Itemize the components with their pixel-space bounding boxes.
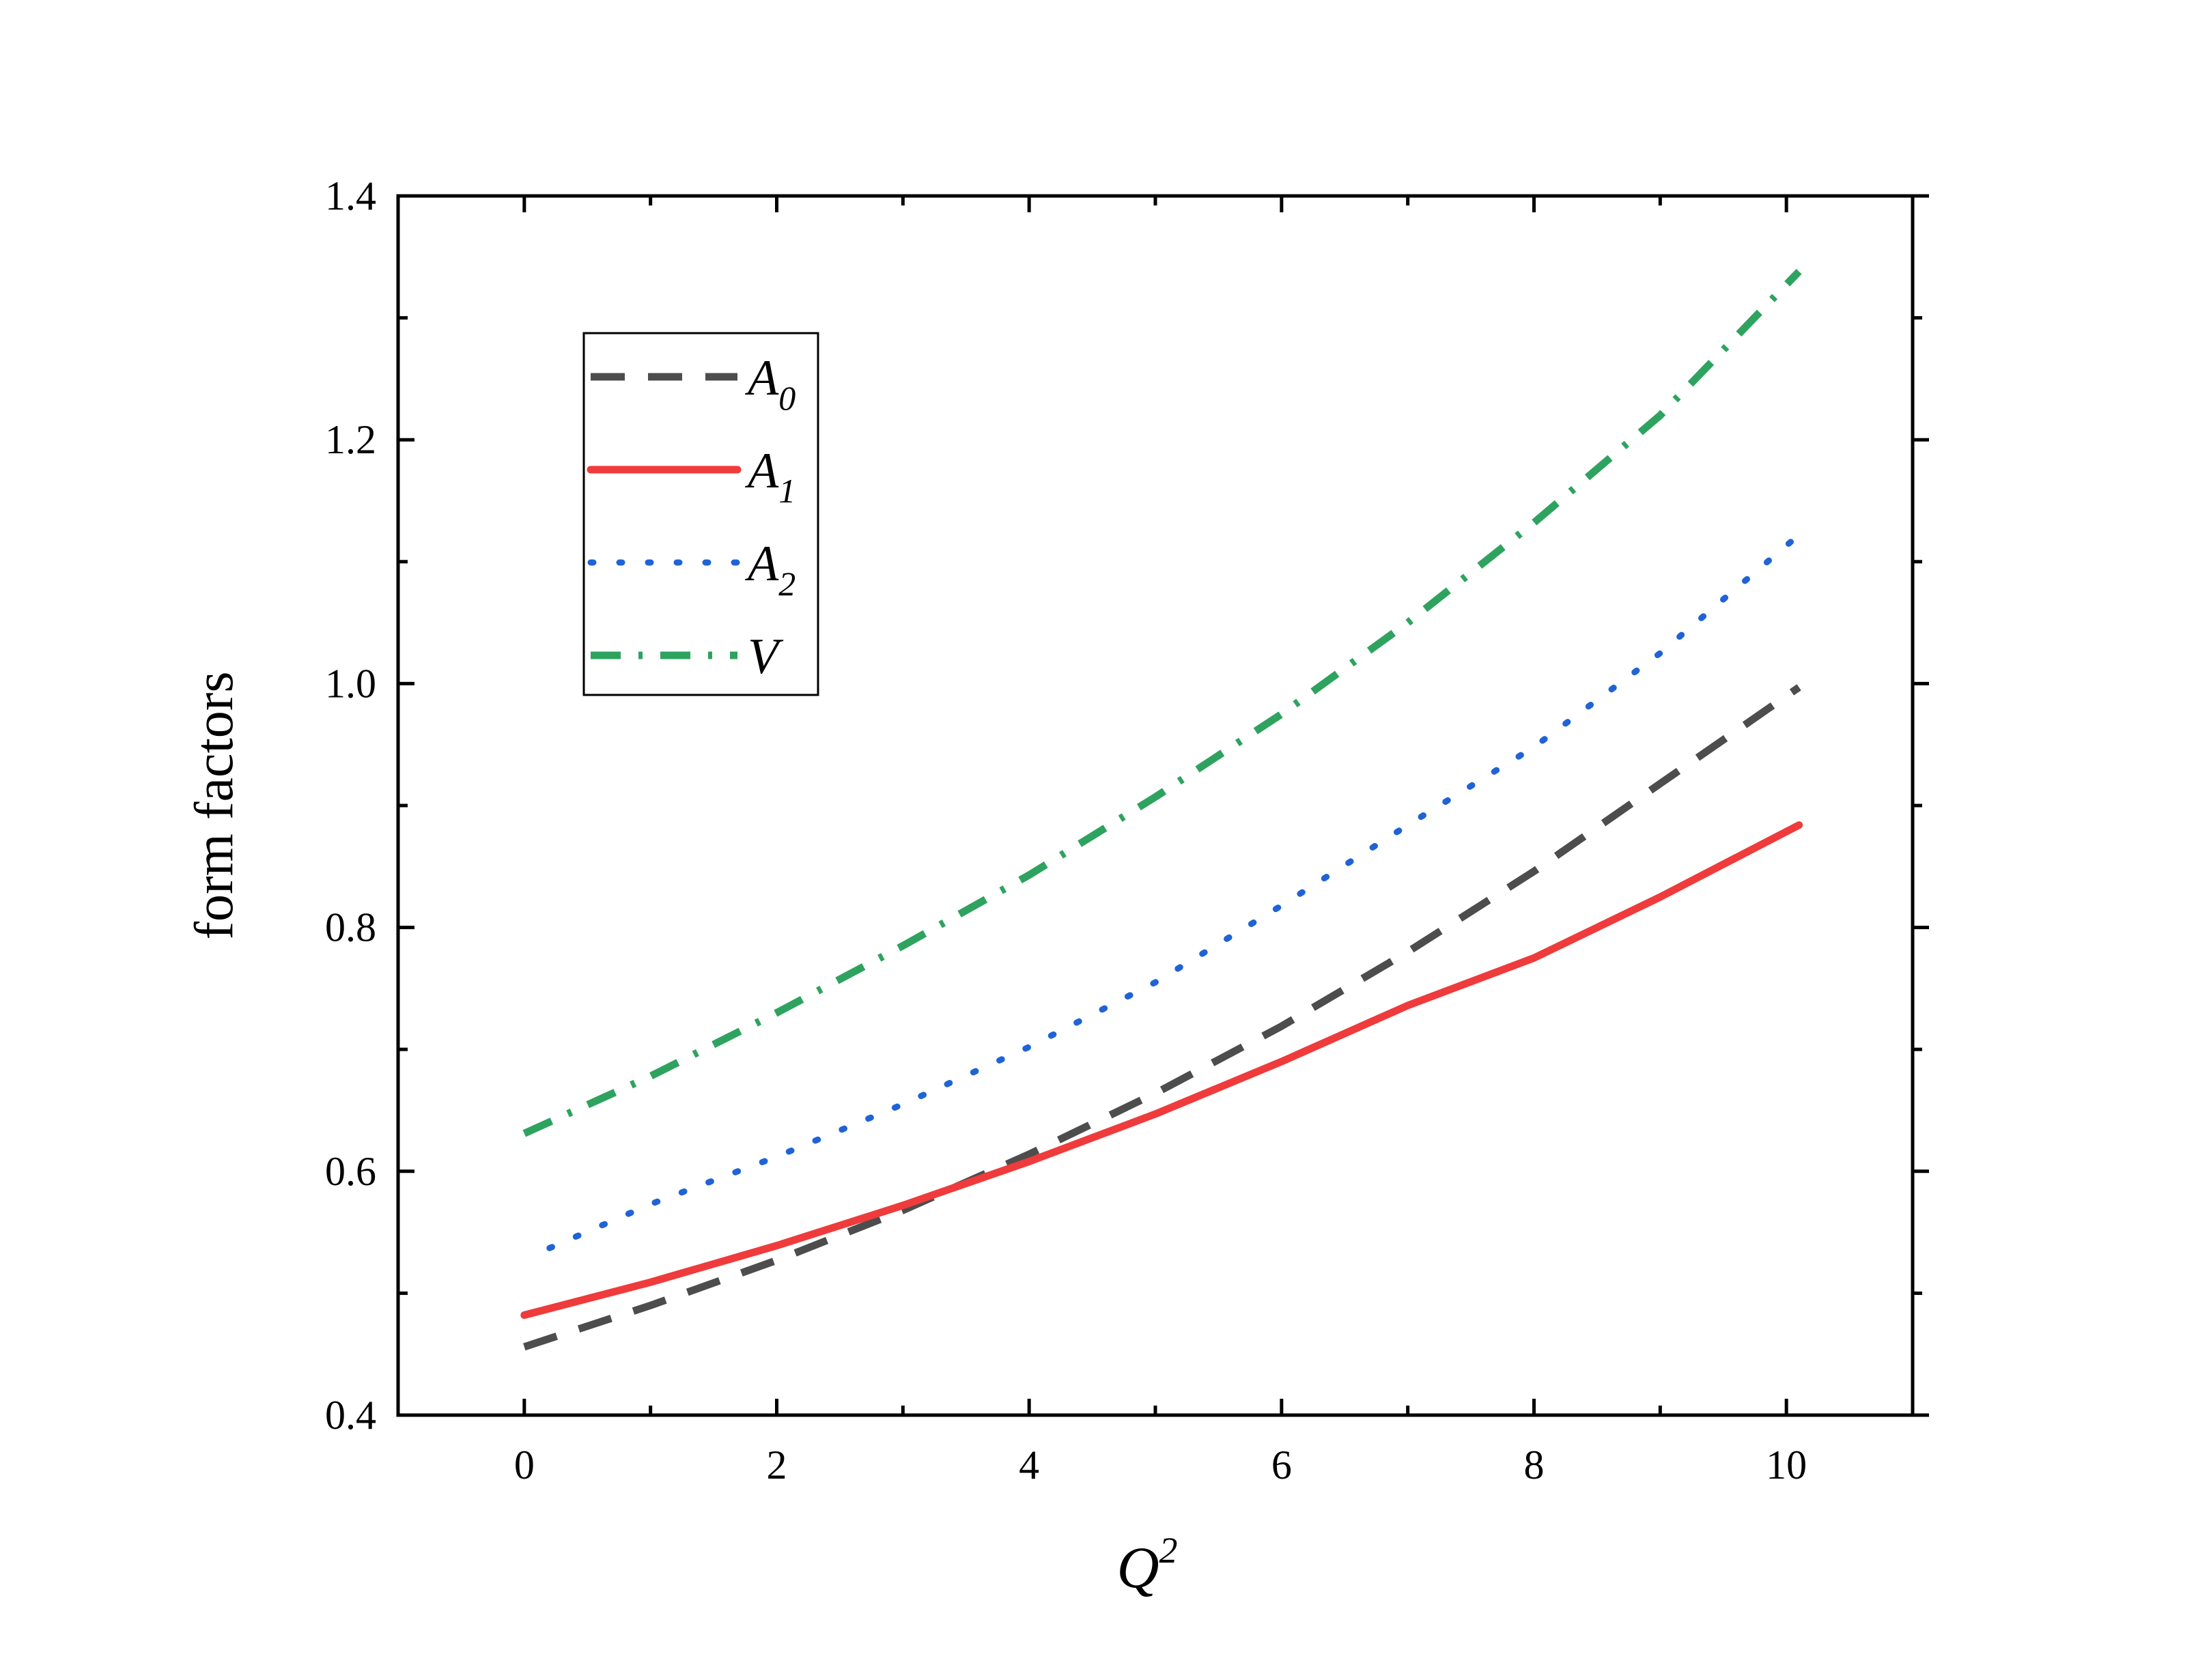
x-tick-label: 10 xyxy=(1766,1442,1807,1487)
series-line-V xyxy=(522,268,1802,1137)
x-axis-title-base: Q xyxy=(1116,1535,1159,1600)
series-layer xyxy=(520,268,1803,1351)
ticks-layer xyxy=(396,194,1929,1417)
series-line-A2 xyxy=(546,532,1803,1251)
x-tick-label: 8 xyxy=(1524,1442,1545,1487)
tick-labels-layer: 0 2 4 6 8 10 0.4 0.6 0.8 1.0 1.2 1.4 xyxy=(325,173,1807,1487)
legend-label-A2: A2 xyxy=(744,536,796,603)
legend: A0 A1 A2 V xyxy=(582,332,819,696)
y-tick-label: 1.2 xyxy=(325,417,376,462)
y-tick-label: 0.4 xyxy=(325,1393,376,1438)
y-tick-label: 0.6 xyxy=(325,1149,376,1194)
series-line-A1 xyxy=(520,821,1803,1319)
x-tick-label: 4 xyxy=(1019,1442,1039,1487)
x-axis-title-superscript: 2 xyxy=(1159,1530,1178,1571)
series-line-A0 xyxy=(523,684,1801,1351)
y-tick-label: 1.4 xyxy=(325,173,376,218)
x-axis-title: Q2 xyxy=(1116,1530,1177,1600)
y-tick-label: 1.0 xyxy=(325,661,376,706)
x-tick-label: 2 xyxy=(767,1442,787,1487)
legend-box xyxy=(582,332,819,696)
legend-label-V: V xyxy=(748,629,784,685)
legend-label-A0: A0 xyxy=(744,350,796,417)
y-tick-label: 0.8 xyxy=(325,905,376,950)
x-tick-label: 0 xyxy=(514,1442,535,1487)
legend-label-A1: A1 xyxy=(744,443,796,510)
y-axis-title: form factors xyxy=(184,671,244,939)
x-tick-label: 6 xyxy=(1271,1442,1292,1487)
